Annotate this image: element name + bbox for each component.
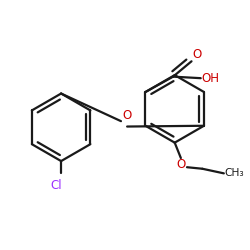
Text: CH₃: CH₃ — [224, 168, 244, 178]
Text: Cl: Cl — [51, 180, 62, 192]
Text: O: O — [176, 158, 186, 171]
Text: OH: OH — [202, 72, 220, 85]
Text: O: O — [122, 109, 132, 122]
Text: O: O — [192, 48, 202, 60]
